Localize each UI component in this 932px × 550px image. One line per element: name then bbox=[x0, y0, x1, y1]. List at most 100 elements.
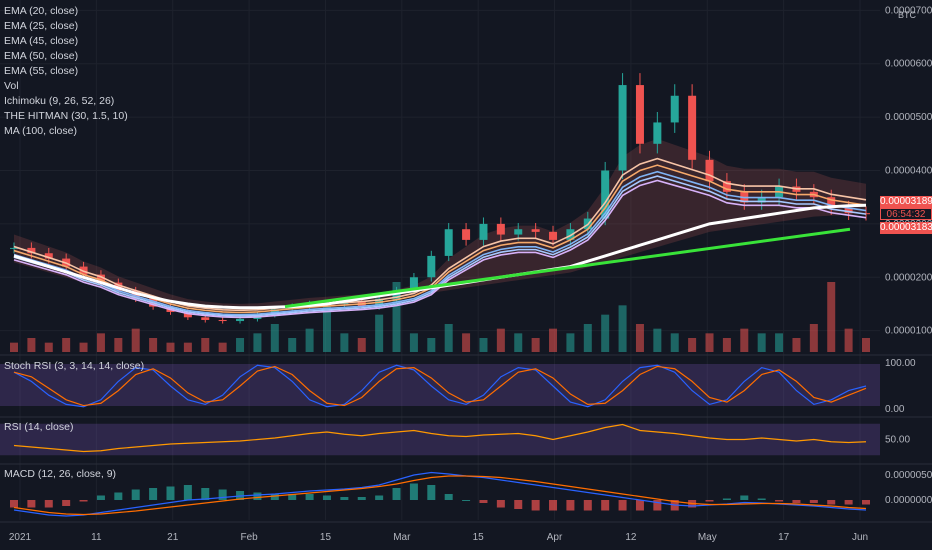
volume-bar bbox=[253, 333, 262, 352]
legend-item[interactable]: EMA (45, close) bbox=[4, 35, 79, 47]
trendline bbox=[284, 227, 851, 309]
volume-bar bbox=[44, 342, 53, 352]
macd-hist-bar bbox=[201, 488, 210, 500]
macd-hist-bar bbox=[444, 494, 453, 500]
volume-bar bbox=[583, 324, 592, 352]
volume-bar bbox=[79, 342, 88, 352]
macd-hist-bar bbox=[427, 485, 436, 500]
legend-item[interactable]: Ichimoku (9, 26, 52, 26) bbox=[4, 95, 115, 107]
indicator-legend: EMA (20, close) EMA (25, close) EMA (45, c… bbox=[4, 4, 128, 139]
time-tick-label: May bbox=[698, 532, 717, 543]
macd-hist-bar bbox=[827, 500, 836, 505]
candle-body bbox=[827, 197, 836, 208]
candle-body bbox=[496, 223, 505, 235]
volume-bar bbox=[183, 342, 192, 352]
macd-hist-bar bbox=[149, 488, 158, 500]
volume-bar bbox=[288, 338, 297, 352]
volume-bar bbox=[149, 338, 158, 352]
candle-body bbox=[462, 229, 471, 240]
legend-item[interactable]: EMA (50, close) bbox=[4, 50, 79, 62]
macd-hist-bar bbox=[10, 500, 18, 508]
volume-bar bbox=[444, 324, 453, 352]
macd-hist-bar bbox=[601, 500, 610, 511]
volume-bar bbox=[688, 338, 697, 352]
candle-body bbox=[653, 122, 662, 144]
candles bbox=[10, 73, 870, 324]
candle-body bbox=[601, 170, 610, 219]
macd-hist-bar bbox=[166, 486, 175, 500]
volume-bar bbox=[218, 342, 227, 352]
macd-hist-bar bbox=[618, 500, 627, 511]
macd-hist-bar bbox=[775, 500, 784, 502]
candle-body bbox=[27, 247, 36, 254]
volume-bar bbox=[844, 328, 853, 352]
candle-body bbox=[635, 85, 644, 144]
volume-bar bbox=[635, 324, 644, 352]
candle-body bbox=[183, 311, 192, 318]
volume-bar bbox=[670, 333, 679, 352]
volume-bar bbox=[722, 338, 731, 352]
macd-hist-bar bbox=[566, 500, 575, 511]
volume-bar bbox=[462, 333, 471, 352]
time-tick-label: 15 bbox=[473, 532, 485, 543]
time-tick-label: 11 bbox=[91, 532, 102, 543]
time-tick-label: Mar bbox=[393, 532, 411, 543]
volume-bar bbox=[166, 342, 175, 352]
time-tick-label: Apr bbox=[547, 532, 563, 543]
volume-bar bbox=[618, 305, 627, 352]
macd-hist-bar bbox=[740, 495, 749, 500]
volume-bar bbox=[114, 338, 123, 352]
macd-line bbox=[13, 471, 867, 517]
candle-body bbox=[705, 159, 714, 182]
macd-hist-bar bbox=[462, 500, 471, 501]
volume-bar bbox=[792, 338, 801, 352]
legend-item[interactable]: EMA (55, close) bbox=[4, 65, 79, 77]
rsi-tick-label: 50.00 bbox=[885, 435, 910, 446]
volume-bar bbox=[514, 333, 523, 352]
macd-hist-bar bbox=[409, 483, 418, 500]
macd-hist-bar bbox=[844, 500, 853, 505]
volume-bar bbox=[305, 328, 314, 352]
volume-bar bbox=[131, 328, 140, 352]
ma-price-tag: 0.00003183 bbox=[880, 222, 932, 234]
time-tick-label: 17 bbox=[778, 532, 790, 543]
legend-item[interactable]: EMA (20, close) bbox=[4, 5, 79, 17]
volume-bar bbox=[10, 342, 18, 352]
legend-item[interactable]: Vol bbox=[4, 80, 19, 92]
volume-bar bbox=[531, 338, 540, 352]
candle-body bbox=[566, 229, 575, 240]
macd-hist-bar bbox=[96, 495, 105, 500]
macd-hist-bar bbox=[357, 497, 366, 500]
legend-item[interactable]: THE HITMAN (30, 1.5, 10) bbox=[4, 110, 128, 122]
candle-body bbox=[722, 181, 731, 192]
volume-bar bbox=[357, 338, 366, 352]
volume-bar bbox=[862, 338, 870, 352]
volume-bar bbox=[566, 333, 575, 352]
legend-item[interactable]: EMA (25, close) bbox=[4, 20, 79, 32]
rsi-line bbox=[13, 423, 867, 453]
macd-hist-bar bbox=[549, 500, 558, 511]
legend-item[interactable]: MA (100, close) bbox=[4, 125, 77, 137]
macd-hist-bar bbox=[114, 492, 123, 500]
macd-label: MACD (12, 26, close, 9) bbox=[4, 468, 117, 480]
macd-hist-bar bbox=[322, 495, 331, 500]
candle-body bbox=[670, 95, 679, 123]
ema-line bbox=[13, 170, 867, 316]
macd-hist-bar bbox=[131, 489, 140, 500]
volume-bar bbox=[27, 338, 36, 352]
volume-bar bbox=[549, 328, 558, 352]
time-tick-label: 15 bbox=[320, 532, 332, 543]
candle-body bbox=[96, 274, 105, 283]
stoch-d-line bbox=[13, 365, 867, 407]
volume-bar bbox=[96, 333, 105, 352]
macd-hist-bar bbox=[479, 500, 488, 503]
candle-body bbox=[688, 95, 697, 160]
time-tick-label: 12 bbox=[625, 532, 637, 543]
